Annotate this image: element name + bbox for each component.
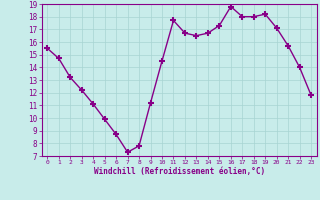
X-axis label: Windchill (Refroidissement éolien,°C): Windchill (Refroidissement éolien,°C)	[94, 167, 265, 176]
